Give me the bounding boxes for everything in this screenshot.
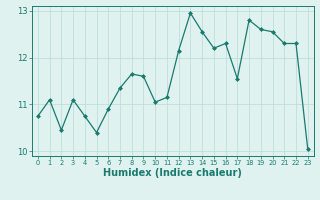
X-axis label: Humidex (Indice chaleur): Humidex (Indice chaleur) (103, 168, 242, 178)
